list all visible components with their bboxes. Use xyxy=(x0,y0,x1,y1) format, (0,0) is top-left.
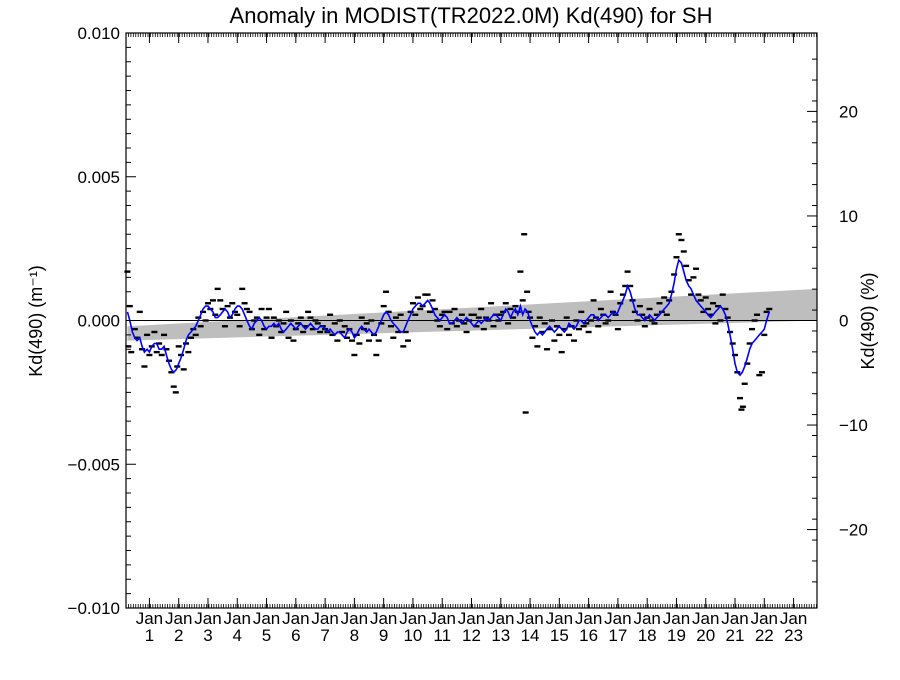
x-tick-label-month: Jan xyxy=(429,609,456,628)
right-tick-label: 20 xyxy=(839,102,858,121)
right-tick-label: −10 xyxy=(839,416,868,435)
x-tick-label-year: 20 xyxy=(696,626,715,645)
x-tick-label-year: 21 xyxy=(726,626,745,645)
x-tick-label-month: Jan xyxy=(487,609,514,628)
x-tick-label-year: 4 xyxy=(233,626,242,645)
left-tick-label: 0.005 xyxy=(77,168,120,187)
running-mean-line xyxy=(126,258,771,377)
left-tick-label: −0.010 xyxy=(68,599,120,618)
x-tick-label-month: Jan xyxy=(341,609,368,628)
right-tick-label: −20 xyxy=(839,521,868,540)
data-points-layer xyxy=(124,233,773,414)
x-tick-label-month: Jan xyxy=(136,609,163,628)
x-tick-label-month: Jan xyxy=(633,609,660,628)
x-tick-label-year: 2 xyxy=(174,626,183,645)
x-tick-label-month: Jan xyxy=(721,609,748,628)
x-tick-label-month: Jan xyxy=(311,609,338,628)
x-tick-label-month: Jan xyxy=(663,609,690,628)
x-tick-label-year: 8 xyxy=(350,626,359,645)
x-tick-label-year: 5 xyxy=(262,626,271,645)
x-tick-label-year: 11 xyxy=(433,626,451,645)
x-tick-label-year: 1 xyxy=(145,626,154,645)
y-axis-label-right: Kd(490) (%) xyxy=(858,272,878,369)
x-tick-label-year: 23 xyxy=(784,626,803,645)
x-tick-label-month: Jan xyxy=(253,609,280,628)
x-tick-label-year: 13 xyxy=(491,626,510,645)
x-tick-label-year: 19 xyxy=(667,626,686,645)
x-tick-label-year: 7 xyxy=(320,626,329,645)
left-tick-label: 0.000 xyxy=(77,312,120,331)
x-tick-label-year: 15 xyxy=(550,626,569,645)
x-axis: Jan1Jan2Jan3Jan4Jan5Jan6Jan7Jan8Jan9Jan1… xyxy=(125,33,817,645)
left-y-axis: 0.010 0.005 0.000 −0.005 −0.010 xyxy=(68,24,136,618)
x-tick-label-year: 16 xyxy=(579,626,598,645)
x-tick-label-month: Jan xyxy=(692,609,719,628)
x-tick-label-month: Jan xyxy=(575,609,602,628)
right-tick-label: 10 xyxy=(839,207,858,226)
x-tick-label-month: Jan xyxy=(546,609,573,628)
x-tick-label-month: Jan xyxy=(224,609,251,628)
x-tick-label-month: Jan xyxy=(458,609,485,628)
x-tick-label-year: 9 xyxy=(379,626,388,645)
x-tick-label-year: 17 xyxy=(608,626,627,645)
right-tick-label: 0 xyxy=(839,312,848,331)
x-tick-label-year: 10 xyxy=(403,626,422,645)
x-tick-label-month: Jan xyxy=(604,609,631,628)
x-tick-label-year: 6 xyxy=(291,626,300,645)
x-tick-label-month: Jan xyxy=(282,609,309,628)
x-tick-label-month: Jan xyxy=(516,609,543,628)
x-tick-label-month: Jan xyxy=(370,609,397,628)
x-tick-label-year: 14 xyxy=(521,626,540,645)
x-tick-label-year: 18 xyxy=(638,626,657,645)
running-mean-layer xyxy=(126,258,771,377)
x-tick-label-year: 3 xyxy=(203,626,212,645)
left-tick-label: −0.005 xyxy=(68,455,120,474)
x-tick-label-month: Jan xyxy=(751,609,778,628)
left-tick-label: 0.010 xyxy=(77,24,120,43)
x-tick-label-year: 12 xyxy=(462,626,481,645)
right-y-axis: 20 10 0 −10 −20 xyxy=(807,58,868,583)
y-axis-label-left: Kd(490) (m⁻¹) xyxy=(26,265,46,377)
chart-title: Anomaly in MODIST(TR2022.0M) Kd(490) for… xyxy=(230,3,713,28)
x-tick-label-month: Jan xyxy=(780,609,807,628)
x-tick-label-month: Jan xyxy=(194,609,221,628)
x-tick-label-month: Jan xyxy=(165,609,192,628)
x-tick-label-year: 22 xyxy=(755,626,774,645)
x-tick-label-month: Jan xyxy=(399,609,426,628)
